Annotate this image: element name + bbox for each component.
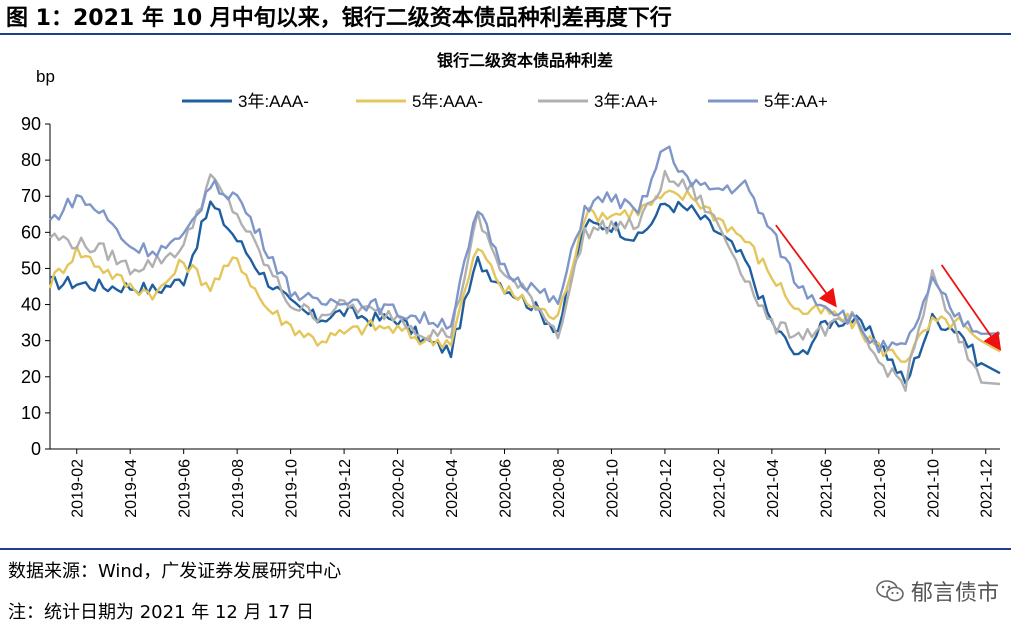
top-rule (0, 33, 1011, 35)
chart-area: 银行二级资本债品种利差 bp 3年:AAA- 5年:AAA- 3年:AA+ 5年:AA+ 0… (21, 51, 1002, 518)
y-tick-label: 30 (21, 331, 41, 351)
legend-label-2: 3年:AA+ (594, 92, 658, 111)
watermark: 郁言债市 (875, 575, 999, 607)
x-tick-label: 2019-02 (70, 459, 87, 518)
chart-title: 银行二级资本债品种利差 (437, 51, 613, 70)
source-text: 数据来源：Wind，广发证券发展研究中心 (8, 561, 342, 582)
x-tick-label: 2020-12 (658, 459, 675, 518)
wechat-icon (876, 580, 904, 602)
y-tick-label: 10 (21, 403, 41, 423)
x-tick-label: 2019-12 (337, 459, 354, 518)
x-tick-label: 2019-04 (123, 459, 140, 518)
x-tick-label: 2019-10 (284, 459, 301, 518)
x-tick-label: 2019-06 (177, 459, 194, 518)
y-tick-label: 40 (21, 295, 41, 315)
y-axis-unit: bp (36, 67, 55, 86)
legend-label-1: 5年:AAA- (412, 92, 483, 111)
y-tick-label: 20 (21, 367, 41, 387)
y-tick-label: 50 (21, 258, 41, 278)
x-tick-label: 2021-08 (872, 459, 889, 518)
series-line-1 (48, 189, 1001, 363)
x-tick-label: 2020-10 (604, 459, 621, 518)
x-tick-label: 2020-08 (551, 459, 568, 518)
x-tick-label: 2020-02 (391, 459, 408, 518)
x-tick-label: 2021-06 (818, 459, 835, 518)
legend-label-0: 3年:AAA- (238, 92, 309, 111)
x-tick-label: 2019-08 (230, 459, 247, 518)
x-tick-label: 2020-04 (444, 459, 461, 518)
x-tick-label: 2021-10 (925, 459, 942, 518)
y-tick-label: 0 (31, 439, 41, 459)
x-tick-label: 2021-12 (979, 459, 996, 518)
legend-label-3: 5年:AA+ (764, 92, 828, 111)
trend-arrow-2 (940, 264, 1002, 351)
x-tick-label: 2021-02 (711, 459, 728, 518)
x-tick-label: 2020-06 (498, 459, 515, 518)
watermark-label: 郁言债市 (910, 581, 999, 606)
y-tick-label: 60 (21, 222, 41, 242)
trend-arrow-1 (775, 224, 837, 308)
y-tick-label: 80 (21, 150, 41, 170)
note-text: 注：统计日期为 2021 年 12 月 17 日 (8, 602, 314, 623)
bottom-rule (0, 548, 1011, 550)
y-tick-label: 70 (21, 186, 41, 206)
x-tick-label: 2021-04 (765, 459, 782, 518)
y-tick-label: 90 (21, 114, 41, 134)
figure-title: 图 1：2021 年 10 月中旬以来，银行二级资本债品种利差再度下行 (6, 6, 672, 31)
series-line-3 (49, 145, 1001, 354)
series-line-2 (49, 169, 1001, 392)
